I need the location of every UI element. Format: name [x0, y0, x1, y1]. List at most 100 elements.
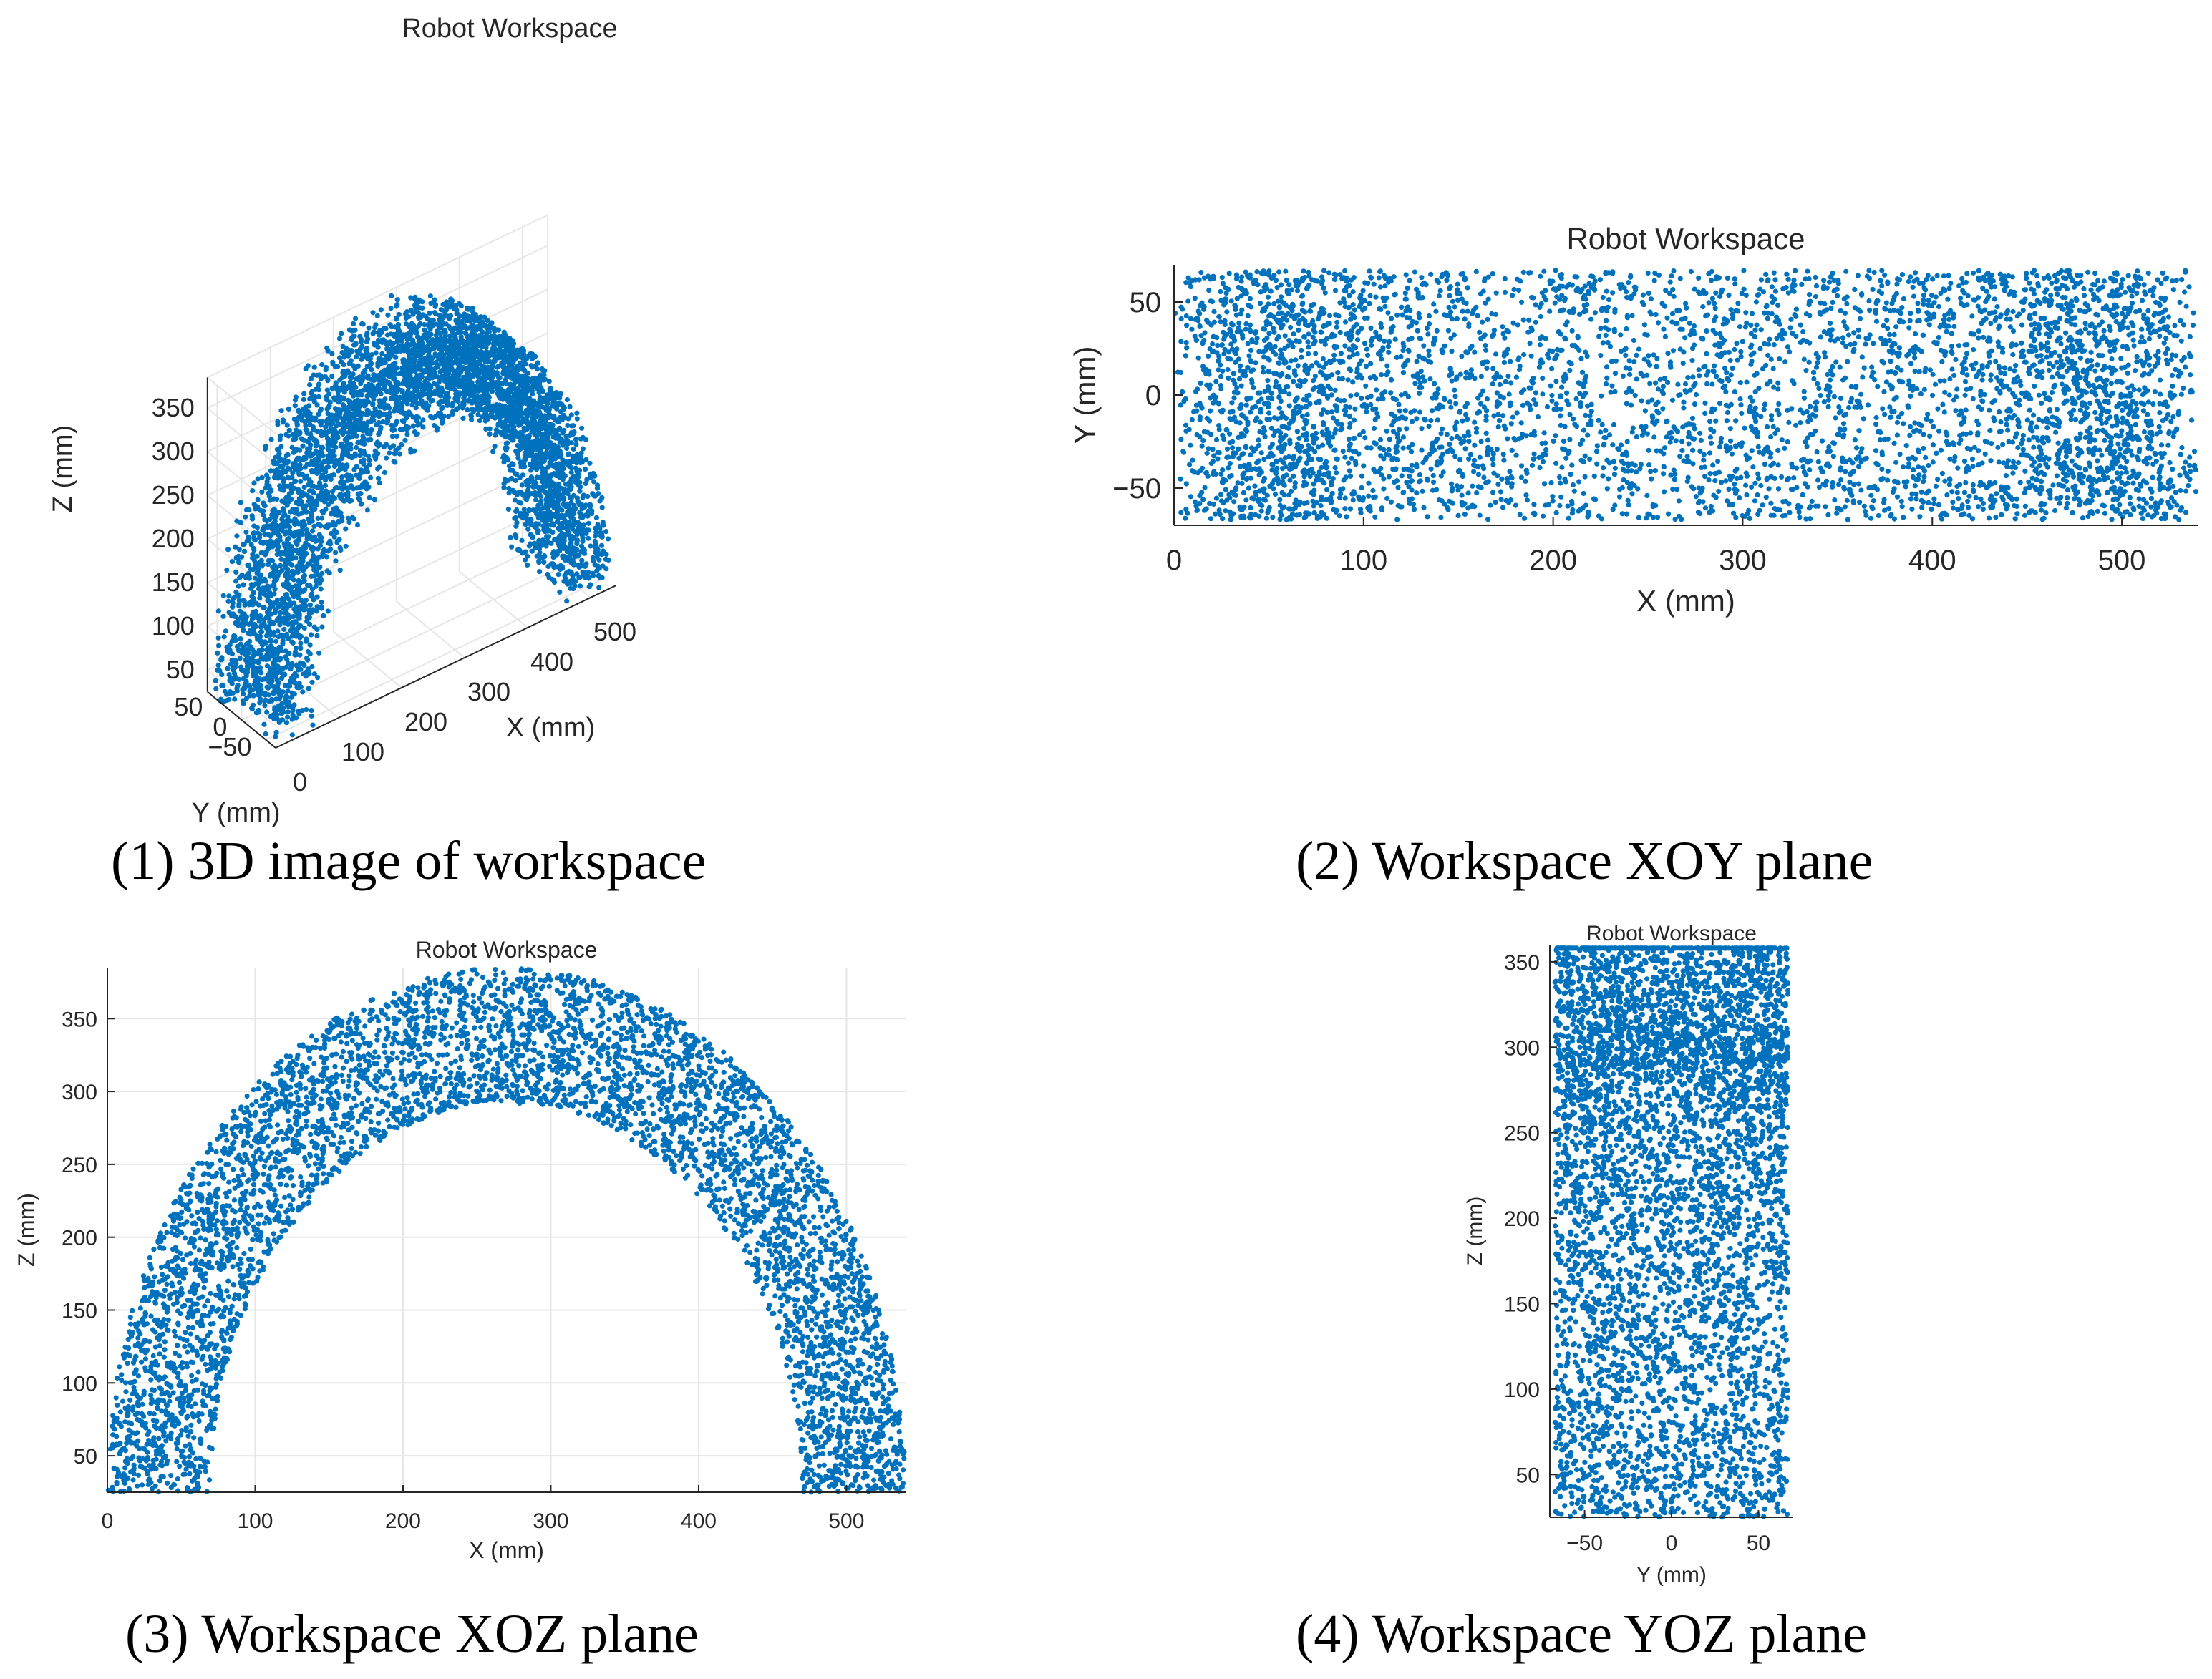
- 3d-point: [287, 466, 293, 472]
- 3d-point: [578, 563, 584, 569]
- 3d-point: [538, 501, 544, 507]
- 3d-point: [503, 428, 508, 434]
- 3d-point: [476, 315, 482, 321]
- 3d-point: [329, 351, 335, 356]
- 3d-point: [257, 651, 263, 658]
- 3d-point: [377, 480, 382, 486]
- 3d-point: [544, 404, 550, 410]
- 3d-point: [468, 318, 474, 323]
- 3d-point: [358, 336, 364, 342]
- 3d-point: [251, 649, 257, 655]
- 3d-point: [356, 350, 362, 356]
- 3d-point: [433, 311, 439, 317]
- 3d-point: [298, 457, 304, 462]
- 3d-point: [520, 385, 526, 391]
- 3d-point: [450, 409, 456, 414]
- 3d-point: [457, 391, 462, 397]
- 3d-point: [278, 433, 283, 439]
- 3d-point: [308, 376, 314, 382]
- 3d-point: [243, 673, 249, 678]
- 3d-point: [505, 506, 512, 512]
- 3d-point: [424, 386, 430, 392]
- 3d-point: [436, 356, 442, 362]
- 3d-point: [376, 372, 382, 379]
- 3d-point: [522, 437, 528, 442]
- 3d-point: [480, 329, 485, 335]
- 3d-point: [530, 460, 536, 466]
- 3d-point: [291, 614, 296, 620]
- 3d-point: [340, 402, 346, 408]
- 3d-point: [233, 578, 239, 584]
- 3d-point: [277, 622, 283, 628]
- 3d-point: [497, 375, 503, 381]
- 3d-point: [296, 685, 301, 691]
- 3d-point: [600, 520, 606, 525]
- 3d-point: [437, 369, 443, 375]
- 3d-point: [518, 399, 524, 404]
- 3d-point: [560, 525, 566, 531]
- 3d-point: [441, 413, 447, 419]
- 3d-point: [255, 679, 261, 686]
- 3d-point: [526, 508, 532, 514]
- 3d-point: [515, 348, 520, 354]
- 3d-point: [556, 535, 562, 540]
- 3d-point: [350, 406, 356, 412]
- 3d-point: [377, 412, 383, 417]
- 3d-point: [314, 402, 320, 408]
- 3d-point: [470, 309, 476, 315]
- 3d-point: [230, 596, 236, 602]
- 3d-point: [301, 391, 307, 396]
- 3d-point: [440, 374, 445, 379]
- 3d-point: [583, 480, 588, 487]
- 3d-point: [327, 547, 334, 553]
- 3d-point: [286, 704, 292, 710]
- 3d-point: [364, 375, 370, 381]
- 3d-point: [548, 512, 553, 518]
- 3d-point: [557, 448, 563, 454]
- 3d-point: [538, 404, 543, 409]
- 3d-point: [539, 465, 545, 471]
- 3d-point: [422, 357, 427, 363]
- 3d-point: [541, 488, 547, 495]
- 3d-point: [251, 702, 256, 708]
- 3d-point: [282, 683, 288, 688]
- 3d-point: [404, 309, 410, 315]
- 3d-point: [459, 319, 465, 325]
- 3d-grid-y-floor: [241, 557, 583, 721]
- 3d-point: [532, 431, 538, 437]
- 3d-point: [264, 610, 271, 615]
- 3d-point: [541, 439, 547, 445]
- 3d-point: [452, 346, 457, 351]
- 3d-point: [568, 423, 575, 429]
- 3d-point: [578, 511, 584, 517]
- 3d-point: [342, 373, 348, 379]
- 3d-point: [346, 429, 352, 436]
- 3d-point: [366, 325, 372, 331]
- 3d-point: [565, 581, 571, 587]
- 3d-point: [548, 517, 553, 522]
- 3d-point: [314, 594, 320, 600]
- 3d-point: [485, 339, 491, 345]
- 3d-point: [249, 663, 255, 669]
- 3d-point: [238, 664, 244, 670]
- 3d-point: [314, 626, 320, 633]
- 3d-point: [301, 543, 307, 550]
- 3d-point: [407, 353, 412, 359]
- 3d-point: [470, 407, 475, 412]
- 3d-point: [281, 476, 286, 482]
- 3d-point: [311, 597, 316, 603]
- 3d-point: [492, 415, 498, 421]
- 3d-point: [446, 370, 452, 376]
- 3d-point: [564, 445, 570, 452]
- 3d-point: [254, 570, 260, 576]
- 3d-point: [315, 515, 321, 522]
- 3d-point: [568, 429, 575, 436]
- 3d-point: [293, 478, 299, 485]
- 3d-point: [263, 578, 268, 584]
- 3d-point: [250, 552, 256, 558]
- 3d-point: [565, 509, 571, 515]
- 3d-point: [304, 532, 310, 538]
- 3d-point: [540, 510, 547, 516]
- 3d-point: [586, 570, 591, 575]
- 3d-point: [372, 497, 377, 502]
